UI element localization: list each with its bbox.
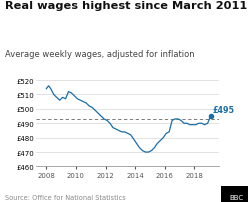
Text: Source: Office for National Statistics: Source: Office for National Statistics [5, 194, 126, 200]
Text: £495: £495 [212, 105, 234, 114]
Text: BBC: BBC [229, 194, 243, 200]
Text: Real wages highest since March 2011: Real wages highest since March 2011 [5, 1, 247, 11]
Text: Average weekly wages, adjusted for inflation: Average weekly wages, adjusted for infla… [5, 49, 195, 58]
